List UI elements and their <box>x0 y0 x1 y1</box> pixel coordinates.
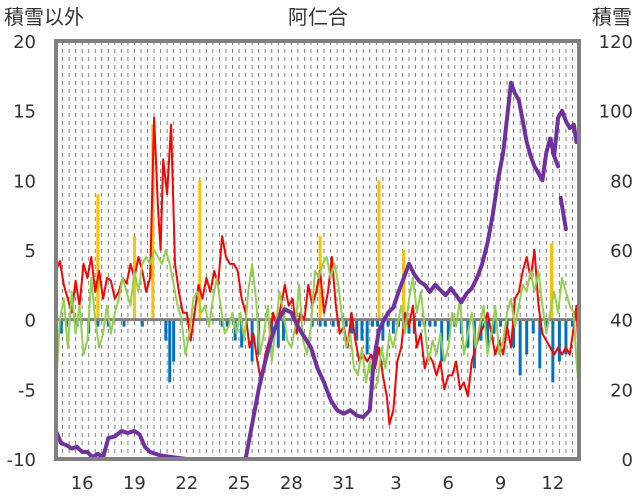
snow_change-bar <box>164 319 168 341</box>
snow_change-bar <box>282 319 286 341</box>
snow_change-bar <box>355 319 359 341</box>
snow_change-bar <box>518 319 522 376</box>
right-axis-tick-labels: 0 20 40 60 80 100 120 <box>599 32 633 471</box>
snow_change-bar <box>417 319 421 327</box>
snow_change-bar <box>220 319 224 327</box>
right-axis-label: 積雪 <box>592 5 632 29</box>
snow_change-bar <box>225 319 229 327</box>
snow_depth-line <box>54 80 581 461</box>
snow_change-bar <box>492 319 496 334</box>
left-axis-tick-label: 15 <box>13 102 36 123</box>
x-axis-tick-label: 16 <box>71 473 94 494</box>
temp_max-line <box>55 116 580 426</box>
snow_change-bar <box>386 319 390 327</box>
snow_change-bar <box>344 319 348 327</box>
snow_change-bar <box>96 319 100 327</box>
precip-bar <box>96 194 100 320</box>
snow_change-bar <box>360 319 364 341</box>
temp_mean-line <box>55 249 580 391</box>
snow_change-bar <box>485 319 489 348</box>
snow_change-bar <box>106 319 110 327</box>
left-axis-tick-label: 5 <box>25 241 36 262</box>
snow_change-bar <box>505 319 509 327</box>
snow_change-bar <box>323 319 327 327</box>
x-axis-tick-labels: 16 19 22 25 28 31 3 6 9 12 <box>71 473 565 494</box>
snow_change-bar <box>59 319 63 334</box>
left-axis-label: 積雪以外 <box>4 5 84 29</box>
snow_change-bar <box>172 319 176 362</box>
snow_change-bar <box>446 319 450 341</box>
x-axis-tick-label: 3 <box>390 473 401 494</box>
snow_change-bar <box>318 319 322 327</box>
snow_change-bar <box>349 319 353 334</box>
plot-frame <box>54 39 581 461</box>
left-axis-tick-label: -5 <box>18 380 36 401</box>
snow_change-bar <box>525 319 529 355</box>
snow_change-bar <box>570 319 574 327</box>
snow_change-bar <box>331 319 335 327</box>
right-axis-tick-label: 100 <box>599 102 633 123</box>
snow_change-bar <box>276 319 280 348</box>
snow_change-bar <box>140 319 144 327</box>
right-axis-tick-label: 120 <box>599 32 633 53</box>
x-axis-tick-label: 6 <box>443 473 454 494</box>
precip-bar <box>198 180 202 320</box>
x-axis-tick-label: 22 <box>175 473 198 494</box>
snow_change-bar <box>391 319 395 334</box>
snow_change-bar <box>381 319 385 341</box>
precip-bar <box>550 243 554 320</box>
right-axis-tick-label: 20 <box>610 380 633 401</box>
precip-bar <box>402 250 406 320</box>
right-axis-tick-label: 60 <box>610 241 633 262</box>
x-axis-tick-label: 19 <box>123 473 146 494</box>
x-axis-tick-label: 31 <box>332 473 355 494</box>
snow_change-bar <box>538 319 542 369</box>
left-axis-tick-labels: -10 -5 0 5 10 15 20 <box>7 32 36 471</box>
left-axis-tick-label: 20 <box>13 32 36 53</box>
x-axis-tick-label: 12 <box>541 473 564 494</box>
x-axis-tick-label: 25 <box>228 473 251 494</box>
precip-bar <box>377 180 381 320</box>
snow_change-bar <box>310 319 314 327</box>
right-axis-tick-label: 40 <box>610 311 633 332</box>
vertical-gridlines <box>62 41 573 459</box>
right-axis-tick-label: 80 <box>610 171 633 192</box>
snow_change-bar <box>557 319 561 362</box>
snow_change-bar <box>168 319 172 383</box>
precipitation-bars <box>96 124 554 320</box>
chart-title: 阿仁合 <box>288 5 348 29</box>
snow_change-bar <box>428 319 432 327</box>
right-axis-tick-label: 0 <box>622 450 633 471</box>
left-axis-tick-label: 0 <box>25 311 36 332</box>
left-axis-tick-label: 10 <box>13 171 36 192</box>
snow_change-bar <box>122 319 126 327</box>
snow_change-bar <box>370 319 374 327</box>
snow_change-bar <box>544 319 548 327</box>
snow_change-bar <box>531 319 535 334</box>
snow_depth-line <box>558 195 568 232</box>
snow_change-bar <box>499 319 503 327</box>
precip-bar <box>151 124 155 320</box>
left-axis-tick-label: -10 <box>7 450 36 471</box>
snow_change-bar <box>564 319 568 355</box>
x-axis-tick-label: 9 <box>495 473 506 494</box>
snow_change-bar <box>365 319 369 355</box>
snow_change-bar <box>376 319 380 327</box>
snow_change-bar <box>240 319 244 348</box>
snow_change-bar <box>433 319 437 327</box>
x-axis-tick-label: 28 <box>280 473 303 494</box>
snow_depth-line <box>550 150 561 169</box>
series-lines <box>54 80 581 461</box>
snow_change-bar <box>512 319 516 348</box>
